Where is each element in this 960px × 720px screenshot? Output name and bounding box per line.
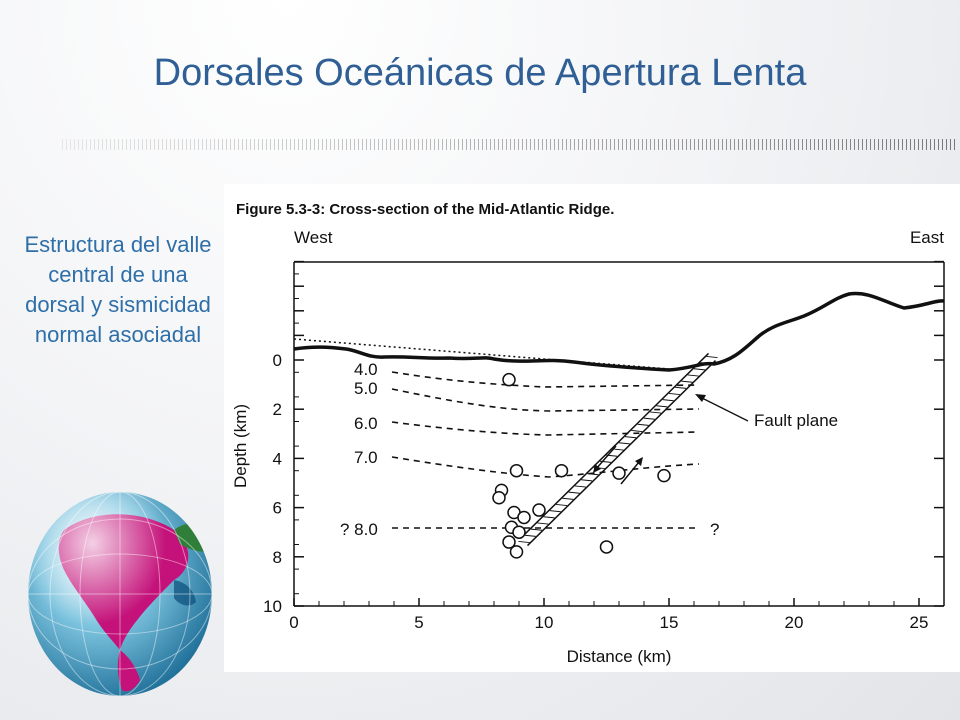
fault-hatch bbox=[574, 485, 586, 488]
x-tick-label: 10 bbox=[535, 613, 554, 632]
velocity-label: 7.0 bbox=[354, 448, 378, 467]
fault-hatch bbox=[675, 386, 687, 389]
fault-edge bbox=[526, 360, 717, 547]
fault-hatch bbox=[562, 497, 574, 500]
isoline-5 bbox=[391, 388, 700, 412]
fault-hatch bbox=[518, 540, 530, 544]
earthquake-marker bbox=[612, 466, 626, 480]
fault-leader-arrowhead bbox=[695, 394, 706, 402]
slip-arrow-up bbox=[620, 461, 640, 485]
earthquake-marker bbox=[512, 525, 526, 539]
x-tick-label: 0 bbox=[289, 613, 298, 632]
fault-hatch bbox=[681, 380, 693, 383]
earthquake-marker bbox=[554, 463, 569, 478]
earthquake-marker bbox=[509, 463, 524, 478]
y-axis-label: Depth (km) bbox=[231, 404, 250, 488]
globe-icon bbox=[28, 492, 212, 696]
earthquake-marker bbox=[599, 540, 614, 554]
question-mark-label: ? bbox=[710, 520, 719, 539]
isoline-4 bbox=[391, 371, 700, 388]
fault-hatch bbox=[650, 411, 662, 414]
fault-hatch bbox=[643, 417, 655, 420]
fault-hatch bbox=[631, 429, 643, 433]
x-tick-label: 15 bbox=[660, 613, 679, 632]
fault-leader-line bbox=[699, 396, 749, 422]
cross-section-figure: Figure 5.3-3: Cross-section of the Mid-A… bbox=[224, 184, 960, 672]
fault-plane bbox=[518, 352, 718, 547]
earthquake-marker bbox=[532, 503, 546, 517]
fault-hatch bbox=[618, 442, 630, 445]
fault-hatch bbox=[693, 368, 706, 371]
fault-hatch bbox=[543, 516, 555, 519]
fault-hatch bbox=[612, 448, 624, 451]
side-description: Estructura del valle central de una dors… bbox=[24, 232, 212, 347]
x-axis-label: Distance (km) bbox=[567, 647, 672, 666]
x-tick-label: 20 bbox=[785, 613, 804, 632]
east-label: East bbox=[910, 228, 944, 247]
earthquake-marker bbox=[492, 491, 506, 505]
fault-hatch bbox=[706, 355, 718, 359]
fault-hatch bbox=[637, 423, 649, 426]
fault-hatch bbox=[624, 436, 637, 439]
seafloor-profile bbox=[293, 291, 945, 372]
y-tick-label: 10 bbox=[263, 597, 282, 616]
y-tick-label: 0 bbox=[273, 351, 282, 370]
velocity-label: 6.0 bbox=[354, 414, 378, 433]
fault-hatch bbox=[687, 374, 699, 377]
y-tick-label: 6 bbox=[273, 499, 282, 518]
fault-hatch bbox=[700, 362, 712, 365]
figure-caption: Figure 5.3-3: Cross-section of the Mid-A… bbox=[236, 201, 614, 218]
fault-hatch bbox=[530, 528, 543, 531]
earthquake-marker bbox=[502, 535, 516, 549]
fault-plane-label: Fault plane bbox=[754, 411, 838, 430]
y-tick-label: 4 bbox=[273, 449, 282, 468]
fault-hatch bbox=[524, 534, 536, 537]
fault-edge bbox=[519, 352, 710, 539]
slip-arrow-up-head bbox=[635, 457, 643, 466]
x-tick-label: 25 bbox=[910, 613, 929, 632]
velocity-label: ? 8.0 bbox=[340, 520, 378, 539]
slide-title: Dorsales Oceánicas de Apertura Lenta bbox=[153, 52, 807, 94]
title-divider bbox=[62, 139, 958, 150]
fault-hatch bbox=[556, 503, 568, 507]
fault-hatch bbox=[568, 491, 580, 494]
fault-hatch bbox=[668, 392, 680, 396]
earthquake-marker bbox=[657, 468, 671, 483]
fault-hatch bbox=[656, 405, 668, 408]
earthquake-marker bbox=[502, 372, 516, 387]
y-tick-label: 2 bbox=[273, 400, 282, 419]
earthquake-marker bbox=[509, 545, 524, 559]
slip-arrow-down bbox=[595, 445, 617, 470]
fault-hatch bbox=[537, 522, 549, 525]
isoline-7 bbox=[391, 456, 700, 478]
fault-hatch bbox=[662, 399, 674, 402]
velocity-label: 4.0 bbox=[354, 360, 378, 379]
fault-hatch bbox=[581, 479, 593, 482]
slip-arrow-down-head bbox=[593, 464, 601, 473]
y-tick-label: 8 bbox=[273, 548, 282, 567]
velocity-label: 5.0 bbox=[354, 379, 378, 398]
fault-hatch bbox=[549, 510, 561, 513]
isoline-6 bbox=[391, 421, 700, 436]
x-tick-label: 5 bbox=[414, 613, 423, 632]
earthquake-marker bbox=[517, 510, 531, 525]
fault-hatch bbox=[587, 473, 599, 476]
west-label: West bbox=[294, 228, 333, 247]
